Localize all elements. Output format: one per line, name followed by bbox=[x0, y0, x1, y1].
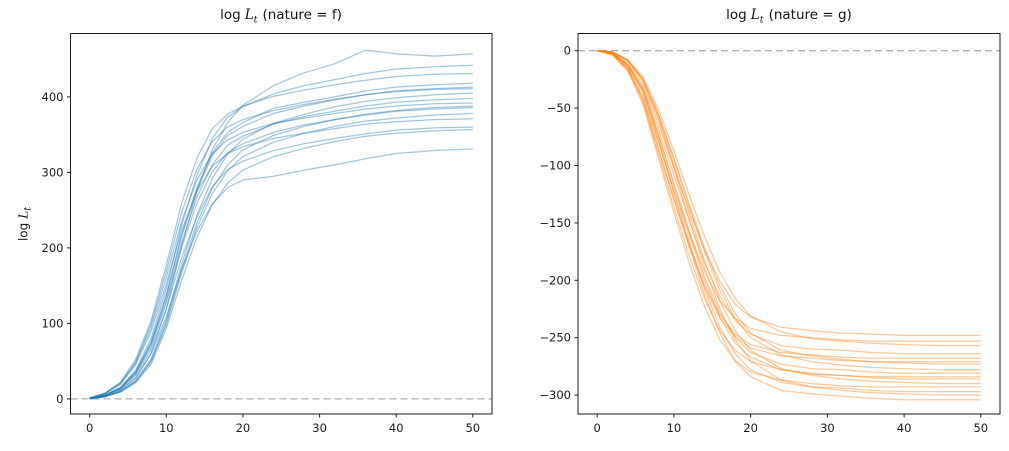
series-line bbox=[89, 102, 473, 399]
series-line bbox=[89, 112, 473, 400]
title-right-suffix: (nature = g) bbox=[768, 7, 852, 23]
x-tick-label: 0 bbox=[594, 421, 601, 435]
x-tick-label: 30 bbox=[312, 421, 327, 435]
series-line bbox=[597, 50, 981, 374]
y-tick-label: 0 bbox=[56, 392, 63, 406]
title-left-suffix: (nature = f) bbox=[262, 7, 342, 23]
series-line bbox=[89, 148, 473, 399]
series-line bbox=[597, 50, 981, 355]
y-tick-label: 200 bbox=[42, 241, 64, 255]
series-line bbox=[597, 50, 981, 359]
y-tick-label: 0 bbox=[564, 44, 571, 58]
y-tick-label: −50 bbox=[547, 101, 571, 115]
series-line bbox=[597, 50, 981, 401]
y-tick-label: −150 bbox=[539, 216, 571, 230]
series-line bbox=[597, 50, 981, 396]
series-line bbox=[597, 50, 981, 380]
x-tick-label: 50 bbox=[973, 421, 988, 435]
plot-left: 0 10 20 30 40 50 0 100 200 300 400 bbox=[42, 33, 493, 435]
axes-frame bbox=[70, 33, 493, 415]
series-line bbox=[89, 86, 473, 399]
x-tick-label: 40 bbox=[389, 421, 404, 435]
y-tick-label: 100 bbox=[42, 316, 64, 330]
y-tick-label: −100 bbox=[539, 159, 571, 173]
title-left-var: L bbox=[244, 7, 254, 23]
series-line bbox=[89, 49, 473, 400]
plot-right: 0 10 20 30 40 50 0 −50 −100 −150 −200 −250 −300 bbox=[539, 33, 1001, 435]
y-tick-label: −300 bbox=[539, 388, 571, 402]
series-line bbox=[89, 126, 473, 399]
series-line bbox=[597, 50, 981, 385]
y-tick-label: 400 bbox=[42, 90, 64, 104]
series-line bbox=[597, 50, 981, 388]
series-line bbox=[89, 105, 473, 400]
x-tick-label: 20 bbox=[743, 421, 758, 435]
title-right-var: L bbox=[750, 7, 760, 23]
series-line bbox=[597, 50, 981, 342]
series-line bbox=[89, 72, 473, 399]
x-tick-label: 40 bbox=[897, 421, 912, 435]
series-line bbox=[597, 50, 981, 393]
series-line bbox=[89, 106, 473, 399]
chart-title-right: log Lt (nature = g) bbox=[578, 5, 1000, 31]
series-line bbox=[89, 92, 473, 400]
title-right-log: log bbox=[726, 7, 747, 23]
x-tick-label: 10 bbox=[667, 421, 682, 435]
axes-frame bbox=[577, 33, 1001, 415]
x-tick-label: 30 bbox=[820, 421, 835, 435]
series-line bbox=[89, 87, 473, 399]
series-line bbox=[89, 97, 473, 399]
series-line bbox=[597, 50, 981, 378]
series-line bbox=[89, 82, 473, 399]
series-line bbox=[597, 50, 981, 337]
series-line bbox=[597, 50, 981, 371]
x-tick-label: 50 bbox=[465, 421, 480, 435]
title-right-sub: t bbox=[759, 14, 764, 26]
x-tick-label: 10 bbox=[159, 421, 174, 435]
series-line bbox=[89, 128, 473, 400]
y-tick-label: −250 bbox=[539, 331, 571, 345]
x-tick-label: 20 bbox=[236, 421, 251, 435]
y-tick-label: 300 bbox=[42, 165, 64, 179]
y-tick-label: −200 bbox=[539, 273, 571, 287]
title-left-log: log bbox=[220, 7, 241, 23]
series-line bbox=[89, 118, 473, 399]
title-left-sub: t bbox=[253, 14, 258, 26]
x-tick-label: 0 bbox=[86, 421, 93, 435]
series-line bbox=[597, 50, 981, 365]
chart-title-left: log Lt (nature = f) bbox=[70, 5, 492, 31]
series-line bbox=[597, 50, 981, 363]
series-line bbox=[597, 50, 981, 347]
series-line bbox=[89, 64, 473, 399]
